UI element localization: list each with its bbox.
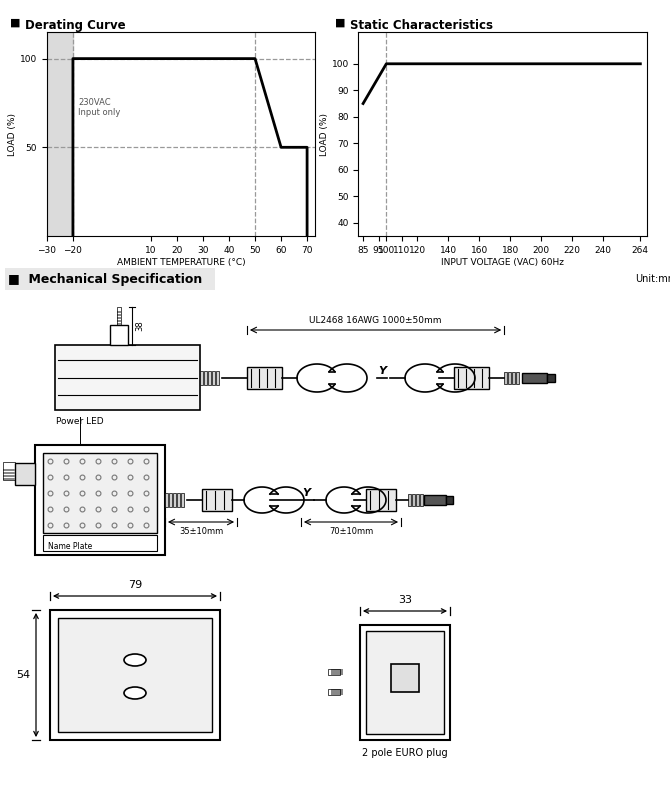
Text: 2 pole EURO plug: 2 pole EURO plug — [362, 748, 448, 758]
Bar — [416, 494, 419, 506]
Text: Static Characteristics: Static Characteristics — [350, 19, 493, 32]
Text: Unit:mm: Unit:mm — [635, 274, 670, 284]
Text: 33: 33 — [398, 595, 412, 605]
Bar — [340, 669, 343, 675]
Text: Power LED: Power LED — [56, 417, 104, 426]
Bar — [331, 689, 334, 695]
Bar — [420, 494, 423, 506]
Bar — [3, 462, 15, 480]
Text: 38: 38 — [135, 321, 144, 331]
Bar — [55, 345, 200, 410]
Bar — [547, 374, 555, 382]
Bar — [454, 367, 489, 389]
Bar — [408, 494, 411, 506]
Bar — [169, 493, 172, 507]
Bar — [208, 371, 211, 385]
Bar — [165, 493, 168, 507]
Bar — [366, 631, 444, 734]
Bar — [334, 689, 337, 695]
Bar — [110, 325, 128, 345]
X-axis label: INPUT VOLTAGE (VAC) 60Hz: INPUT VOLTAGE (VAC) 60Hz — [441, 258, 564, 266]
Bar — [181, 493, 184, 507]
Bar — [35, 445, 165, 555]
Text: Name Plate: Name Plate — [48, 542, 92, 551]
Bar — [117, 307, 121, 325]
Bar — [117, 317, 121, 319]
Bar — [3, 475, 15, 477]
Text: Y: Y — [378, 366, 386, 376]
Bar — [247, 367, 282, 389]
Bar — [15, 463, 35, 485]
X-axis label: AMBIENT TEMPERATURE (°C): AMBIENT TEMPERATURE (°C) — [117, 258, 245, 266]
Bar — [216, 371, 219, 385]
Bar — [3, 469, 15, 471]
Bar — [47, 32, 73, 236]
Text: Derating Curve: Derating Curve — [25, 19, 126, 32]
Bar — [200, 371, 203, 385]
Bar — [512, 372, 515, 384]
Text: 54: 54 — [16, 670, 30, 680]
Bar — [340, 689, 343, 695]
Bar — [117, 314, 121, 316]
Bar — [424, 495, 446, 505]
Text: ■: ■ — [10, 18, 21, 27]
Bar — [337, 669, 340, 675]
Bar — [391, 664, 419, 692]
Bar — [173, 493, 176, 507]
Bar — [505, 372, 507, 384]
Bar — [58, 618, 212, 732]
Bar — [212, 371, 215, 385]
Text: 70±10mm: 70±10mm — [329, 527, 373, 536]
Bar — [334, 669, 337, 675]
Bar — [412, 494, 415, 506]
Text: Y: Y — [302, 488, 310, 498]
Y-axis label: LOAD (%): LOAD (%) — [320, 113, 329, 155]
Bar — [117, 320, 121, 322]
Bar — [43, 535, 157, 551]
Y-axis label: LOAD (%): LOAD (%) — [8, 113, 17, 155]
Bar — [360, 625, 450, 740]
Ellipse shape — [124, 654, 146, 666]
Bar — [366, 489, 396, 511]
Bar — [3, 478, 15, 480]
Bar — [446, 496, 453, 504]
Bar — [117, 311, 121, 313]
Bar — [328, 669, 340, 675]
Text: 230VAC
Input only: 230VAC Input only — [78, 98, 121, 118]
Bar — [522, 373, 547, 383]
Bar — [516, 372, 519, 384]
Bar — [508, 372, 511, 384]
Text: ■  Mechanical Specification: ■ Mechanical Specification — [8, 273, 202, 286]
Bar — [5, 268, 215, 290]
Text: 35±10mm: 35±10mm — [179, 527, 223, 536]
Bar — [177, 493, 180, 507]
Ellipse shape — [124, 687, 146, 699]
Text: UL2468 16AWG 1000±50mm: UL2468 16AWG 1000±50mm — [309, 316, 442, 325]
Bar — [337, 689, 340, 695]
Bar — [204, 371, 207, 385]
Bar — [331, 669, 334, 675]
Bar — [3, 472, 15, 474]
Bar — [202, 489, 232, 511]
Bar — [50, 610, 220, 740]
Bar — [43, 453, 157, 533]
Text: 79: 79 — [128, 580, 142, 590]
Bar — [328, 689, 340, 695]
Text: ■: ■ — [335, 18, 346, 27]
Bar — [117, 323, 121, 325]
